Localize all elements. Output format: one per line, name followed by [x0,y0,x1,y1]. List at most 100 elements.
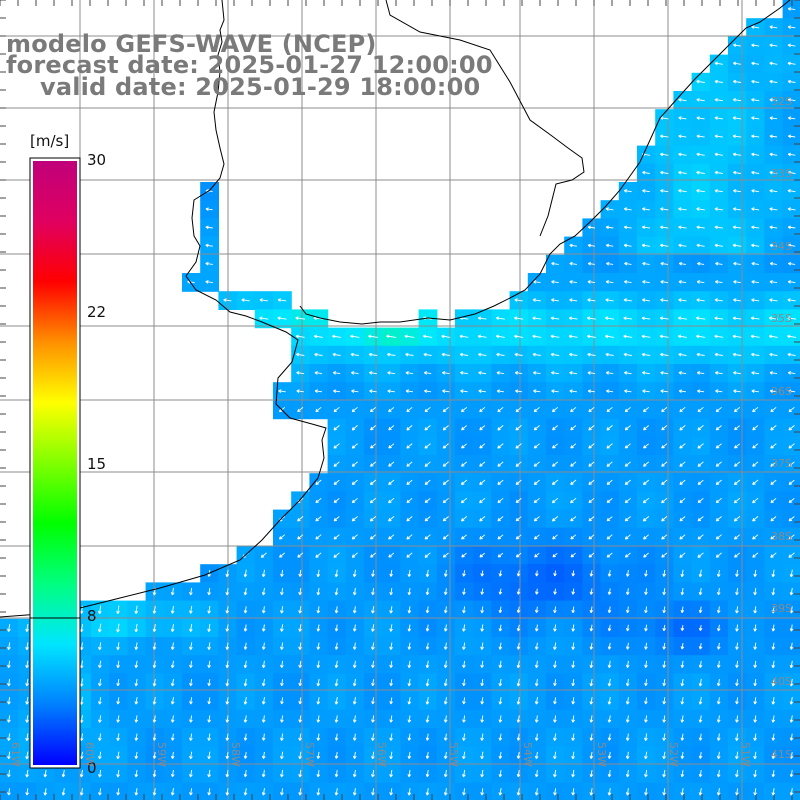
wind-arrow [352,569,357,578]
wind-arrow [497,425,504,431]
forecast-date: forecast date: 2025-01-27 12:00:00 [6,51,493,79]
wind-arrow [789,660,794,669]
wind-arrow [334,788,339,796]
wind-arrow [514,298,523,302]
wind-arrow [733,298,741,302]
wind-arrow [605,207,614,211]
wind-arrow [498,642,503,650]
lat-label-33s: 33S [771,167,792,180]
wind-arrow [7,624,11,632]
wind-arrow [552,552,558,558]
wind-arrow [479,443,486,449]
wind-arrow [533,406,540,413]
wind-arrow [714,79,723,84]
wind-arrow [569,371,578,375]
wind-arrow [516,770,521,778]
wind-arrow [644,788,648,796]
wind-arrow [261,660,266,669]
wind-arrow [316,770,321,778]
lon-label-52w: 52W [667,742,680,767]
wind-arrow [643,552,649,558]
wind-arrow [753,588,757,596]
wind-arrow [243,587,248,596]
wind-arrow [152,605,157,614]
wind-arrow [243,569,248,578]
wind-arrow [588,534,595,540]
wind-arrow [716,624,721,632]
wind-arrow [441,352,450,357]
wind-arrow [589,788,594,796]
wind-arrow [662,624,667,632]
wind-arrow [170,678,175,687]
wind-arrow [789,606,794,614]
wind-arrow [334,569,339,578]
wind-arrow [733,461,741,467]
wind-arrow [679,461,686,467]
wind-arrow [315,552,322,558]
wind-arrow [589,642,594,650]
wind-arrow [553,751,557,760]
wind-arrow [134,733,139,741]
lon-label-57w: 57W [303,742,316,767]
wind-arrow [642,371,650,375]
wind-arrow [280,679,284,687]
lat-label-36s: 36S [771,385,792,398]
wind-arrow [170,697,175,705]
wind-arrow [589,606,594,614]
wind-arrow [553,588,557,595]
wind-arrow [423,352,432,357]
wind-arrow [696,207,705,211]
wind-arrow [313,334,323,339]
wind-arrow [298,788,302,796]
wind-arrow [334,587,339,596]
wind-arrow [662,642,666,650]
wind-arrow [751,243,760,248]
wind-arrow [352,751,357,759]
wind-arrow [243,642,248,650]
wind-arrow [369,479,377,486]
wind-arrow [625,788,630,796]
wind-arrow [496,389,504,393]
wind-arrow [787,334,797,339]
wind-arrow [98,660,102,669]
wind-arrow [388,534,395,540]
wind-arrow [715,497,722,504]
wind-arrow [769,243,778,248]
wind-arrow [697,389,705,393]
wind-arrow [787,116,796,120]
wind-arrow [207,769,211,778]
wind-arrow [333,425,340,431]
wind-arrow [771,770,776,778]
wind-arrow [388,479,395,486]
wind-arrow [479,479,486,486]
wind-arrow [680,733,685,741]
wind-arrow [644,733,648,741]
wind-arrow [297,516,304,522]
wind-arrow [280,660,284,668]
wind-arrow [462,788,466,796]
wind-arrow [660,170,669,175]
wind-arrow [79,769,84,778]
wind-arrow [116,660,120,669]
wind-arrow [768,316,778,321]
wind-arrow [134,751,139,759]
wind-arrow [697,552,704,558]
wind-arrow [769,298,778,302]
wind-arrow [497,497,504,504]
wind-arrow [605,352,614,357]
wind-arrow [351,443,358,449]
wind-arrow [714,371,723,375]
wind-arrow [732,316,742,321]
wind-arrow [498,570,503,577]
wind-arrow [351,516,358,522]
wind-arrow [462,715,466,723]
wind-arrow [514,334,524,339]
wind-arrow [625,697,630,705]
wind-arrow [278,534,286,540]
wind-arrow [480,715,484,723]
wind-arrow [462,588,466,595]
wind-arrow [352,770,357,778]
wind-arrow [732,98,742,102]
wind-arrow [588,461,595,467]
